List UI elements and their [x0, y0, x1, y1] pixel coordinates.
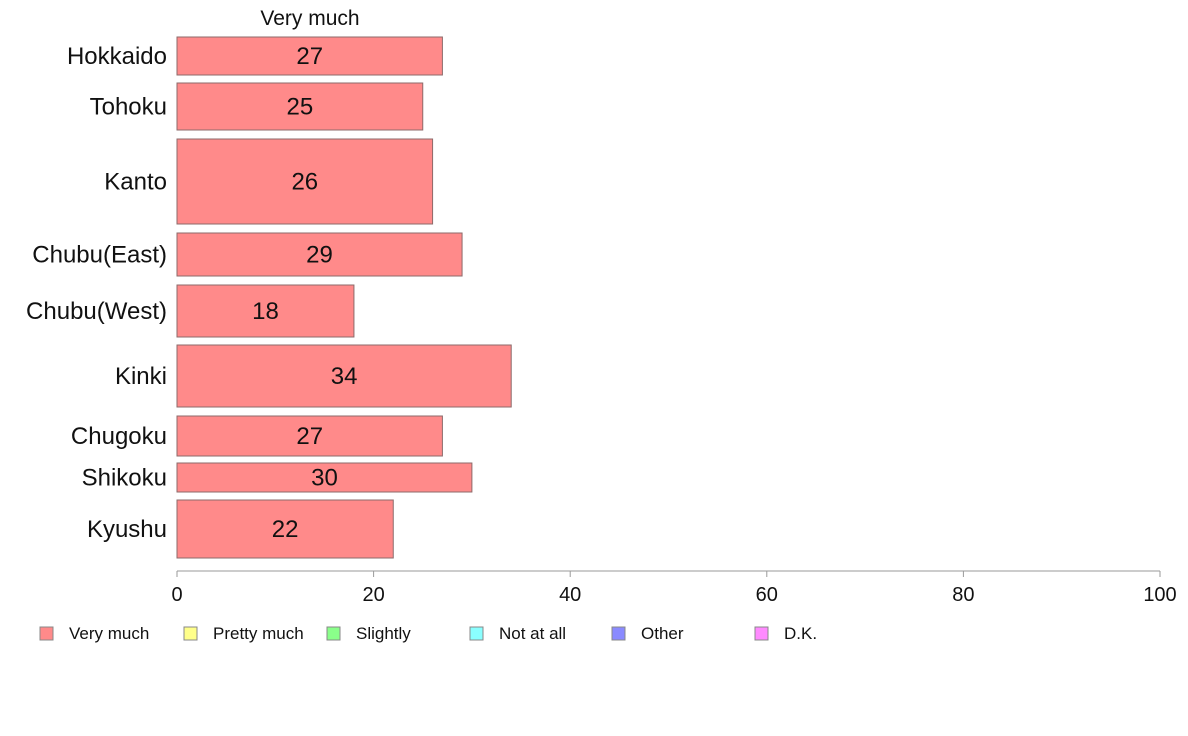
category-label: Shikoku — [82, 465, 167, 492]
bar-kinki — [176, 344, 512, 408]
value-label: 29 — [306, 242, 333, 269]
legend-label: Other — [641, 624, 684, 643]
legend-swatch — [611, 626, 626, 641]
legend-swatch — [754, 626, 769, 641]
legend-swatch — [469, 626, 484, 641]
chart-title: Very much — [260, 7, 359, 30]
bar-chugoku — [176, 415, 443, 457]
value-label: 22 — [272, 516, 299, 543]
category-label: Chubu(West) — [26, 298, 167, 325]
legend-swatch — [39, 626, 54, 641]
category-label: Kyushu — [87, 516, 167, 543]
x-tick-label: 100 — [1143, 584, 1176, 606]
bar-hokkaido — [176, 36, 443, 76]
x-tick-label: 80 — [952, 584, 974, 606]
category-label: Chugoku — [71, 423, 167, 450]
x-tick-label: 60 — [756, 584, 778, 606]
bars-layer: Hokkaido 27 Tohoku 25 Kanto 26 Chubu(East) 29 Ch… — [26, 36, 512, 559]
legend-label: Pretty much — [213, 624, 304, 643]
value-label: 27 — [296, 423, 323, 450]
bar-kyushu — [176, 499, 394, 559]
value-label: 34 — [331, 363, 358, 390]
value-label: 26 — [291, 169, 318, 196]
legend-label: D.K. — [784, 624, 817, 643]
bar-chubu-east — [176, 232, 463, 277]
legend-label: Very much — [69, 624, 149, 643]
legend-swatch — [326, 626, 341, 641]
category-label: Hokkaido — [67, 43, 167, 70]
x-tick-label: 0 — [171, 584, 182, 606]
legend-label: Slightly — [356, 624, 411, 643]
category-label: Kinki — [115, 363, 167, 390]
legend-swatch — [183, 626, 198, 641]
x-axis: 0 20 40 60 80 100 — [171, 570, 1177, 606]
value-label: 18 — [252, 298, 279, 325]
bar-shikoku — [176, 462, 473, 493]
value-label: 27 — [296, 43, 323, 70]
category-label: Chubu(East) — [32, 242, 167, 269]
value-label: 25 — [287, 94, 314, 121]
category-label: Kanto — [104, 169, 167, 196]
value-label: 30 — [311, 465, 338, 492]
legend-label: Not at all — [499, 624, 566, 643]
x-tick-label: 40 — [559, 584, 581, 606]
category-label: Tohoku — [90, 94, 167, 121]
bar-kanto — [176, 138, 434, 225]
x-tick-label: 20 — [362, 584, 384, 606]
legend: Very much Pretty much Slightly Not at all Ot… — [39, 624, 817, 643]
bar-tohoku — [176, 82, 424, 131]
bar-chubu-west — [176, 284, 355, 338]
